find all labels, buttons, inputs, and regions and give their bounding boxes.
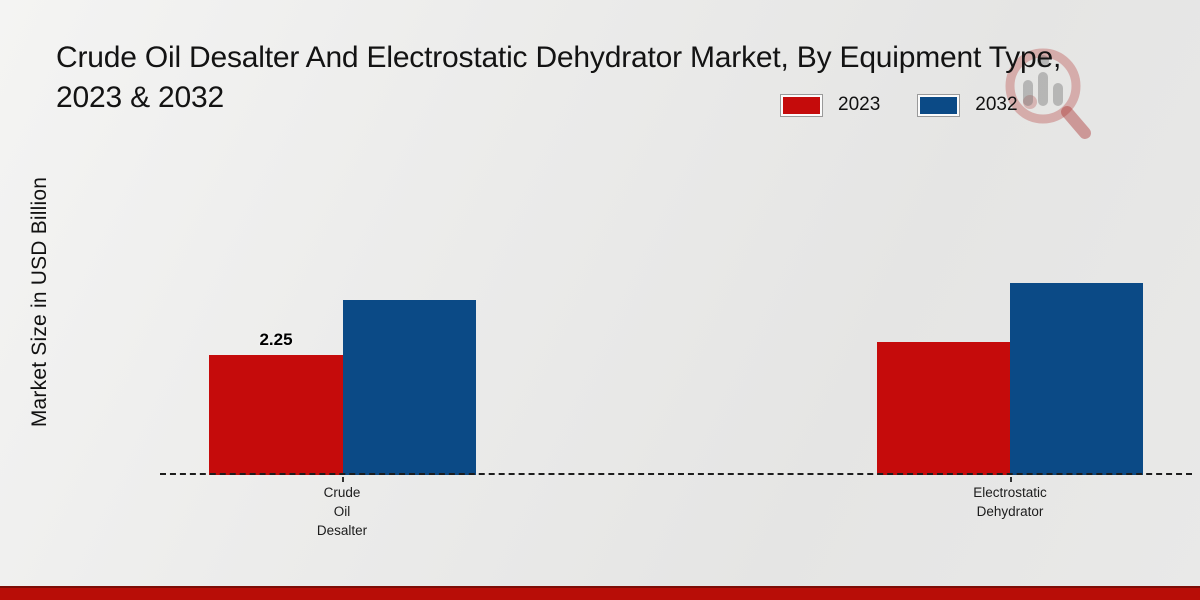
x-axis-tick-crude [342,477,344,482]
legend-item-2023: 2023 [781,94,880,116]
chart-title-line1: Crude Oil Desalter And Electrostatic Deh… [56,41,1062,74]
bar-crude-oil-desalter-2032 [343,300,476,475]
legend: 2023 2032 [781,94,1018,116]
x-axis-baseline [160,473,1192,475]
legend-label-2023: 2023 [838,94,881,115]
bar-electrostatic-dehydrator-2023 [877,342,1010,475]
y-axis-label: Market Size in USD Billion [28,176,51,428]
magnifier-bar-chart-watermark-icon [1005,48,1091,139]
bar-crude-oil-desalter-2023 [209,355,343,475]
chart-title-line2: 2023 & 2032 [56,81,224,114]
category-label-electrostatic-dehydrator: Electrostatic Dehydrator [973,485,1047,519]
category-label-crude-oil-desalter: Crude Oil Desalter [316,485,368,538]
x-axis-tick-electrostatic [1010,477,1012,482]
legend-item-2032: 2032 [918,94,1018,116]
legend-label-2032: 2032 [975,94,1018,115]
legend-swatch-2023 [781,94,822,116]
data-label-crude-2023: 2.25 [259,330,293,349]
bar-electrostatic-dehydrator-2032 [1010,283,1143,475]
legend-swatch-2032 [918,94,960,116]
footer-accent-strip [0,586,1200,600]
chart-title: Crude Oil Desalter And Electrostatic Deh… [56,38,1196,118]
